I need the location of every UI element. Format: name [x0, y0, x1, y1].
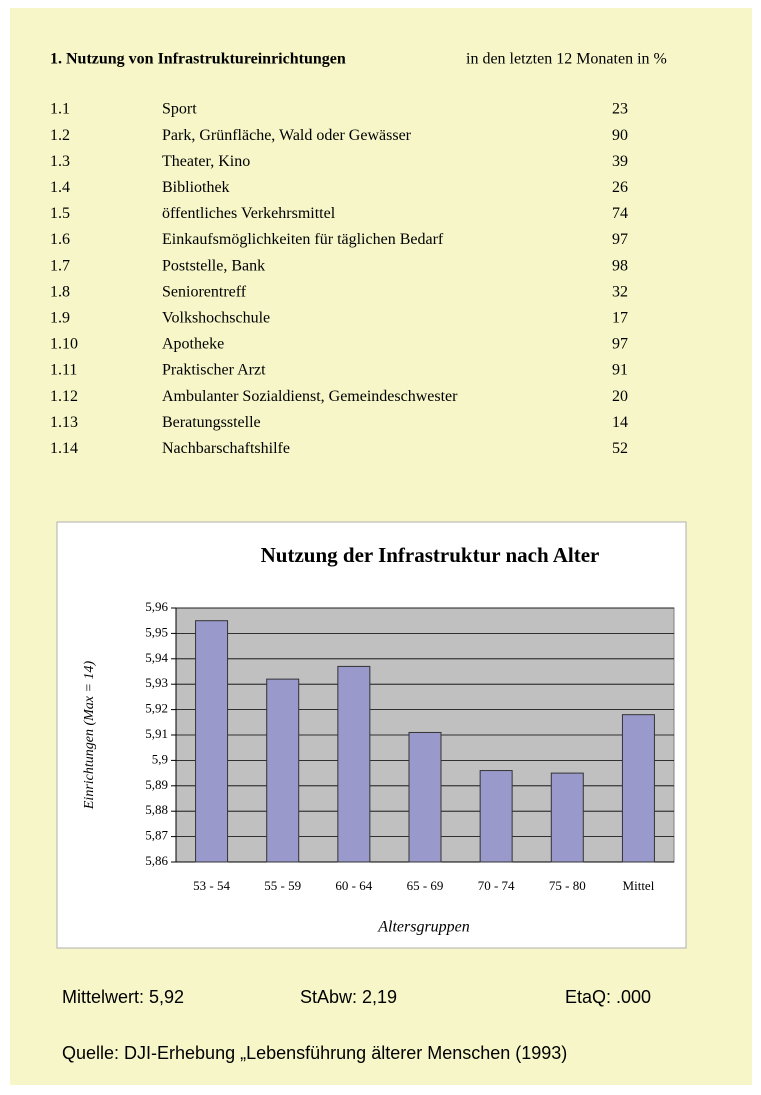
row-label: Volkshochschule: [162, 309, 270, 326]
row-number: 1.6: [50, 231, 70, 248]
row-number: 1.5: [50, 205, 70, 222]
y-tick-label: 5,88: [145, 802, 168, 817]
y-tick-label: 5,91: [145, 726, 168, 741]
bar: [408, 731, 442, 863]
row-value: 39: [612, 153, 628, 170]
row-number: 1.1: [50, 101, 70, 118]
row-number: 1.10: [50, 336, 78, 353]
row-number: 1.13: [50, 414, 78, 431]
row-label: Praktischer Arzt: [162, 362, 266, 379]
y-tick-label: 5,92: [145, 701, 168, 716]
mean: Mittelwert: 5,92: [62, 987, 184, 1007]
row-number: 1.12: [50, 388, 78, 405]
section-subtitle: in den letzten 12 Monaten in %: [466, 51, 667, 68]
row-number: 1.7: [50, 257, 70, 274]
row-value: 26: [612, 179, 628, 196]
source: Quelle: DJI-Erhebung „Lebensführung älte…: [62, 1043, 567, 1063]
y-tick-label: 5,87: [145, 828, 168, 843]
bar: [621, 714, 655, 863]
y-tick-label: 5,95: [145, 624, 168, 639]
x-axis-title: Altersgruppen: [377, 919, 470, 936]
x-tick-label: 65 - 69: [407, 878, 444, 893]
x-tick-label: 60 - 64: [335, 878, 372, 893]
row-label: Sport: [162, 101, 197, 118]
bar: [479, 770, 513, 863]
y-tick-label: 5,9: [152, 751, 168, 766]
y-tick-label: 5,89: [145, 777, 168, 792]
row-value: 20: [612, 388, 628, 405]
row-label: Einkaufsmöglichkeiten für täglichen Beda…: [162, 231, 444, 248]
row-number: 1.14: [50, 440, 78, 457]
row-label: Apotheke: [162, 336, 224, 353]
row-number: 1.3: [50, 153, 70, 170]
row-number: 1.8: [50, 283, 70, 300]
row-label: öffentliches Verkehrsmittel: [162, 205, 336, 222]
x-tick-label: 70 - 74: [478, 878, 515, 893]
x-tick-label: 75 - 80: [549, 878, 586, 893]
bar: [550, 772, 584, 863]
row-value: 91: [612, 362, 628, 379]
row-value: 74: [612, 205, 628, 222]
row-number: 1.11: [50, 362, 77, 379]
section-title: 1. Nutzung von Infrastruktureinrichtunge…: [50, 51, 346, 68]
row-number: 1.9: [50, 309, 70, 326]
bar: [266, 678, 300, 863]
row-label: Theater, Kino: [162, 153, 250, 170]
row-label: Ambulanter Sozialdienst, Gemeindeschwest…: [162, 388, 458, 405]
y-tick-label: 5,93: [145, 675, 168, 690]
row-value: 23: [612, 101, 628, 118]
row-label: Park, Grünfläche, Wald oder Gewässer: [162, 127, 412, 144]
row-number: 1.2: [50, 127, 70, 144]
bar: [337, 665, 371, 863]
row-label: Poststelle, Bank: [162, 257, 265, 274]
y-axis-title: Einrichtungen (Max = 14): [82, 661, 97, 811]
row-value: 32: [612, 283, 628, 300]
row-value: 97: [612, 336, 628, 353]
y-tick-label: 5,96: [145, 599, 168, 614]
y-tick-label: 5,86: [145, 853, 168, 868]
eta: EtaQ: .000: [565, 987, 651, 1007]
row-label: Nachbarschaftshilfe: [162, 440, 290, 457]
row-value: 90: [612, 127, 628, 144]
bar: [195, 620, 229, 863]
chart-title: Nutzung der Infrastruktur nach Alter: [261, 543, 600, 567]
y-tick-label: 5,94: [145, 650, 168, 665]
sd: StAbw: 2,19: [300, 987, 397, 1007]
row-value: 98: [612, 257, 628, 274]
row-value: 14: [612, 414, 628, 431]
row-number: 1.4: [50, 179, 70, 196]
x-tick-label: Mittel: [623, 878, 655, 893]
x-tick-label: 53 - 54: [193, 878, 230, 893]
row-label: Beratungsstelle: [162, 414, 261, 431]
row-label: Seniorentreff: [162, 283, 247, 300]
row-value: 52: [612, 440, 628, 457]
row-value: 17: [612, 309, 628, 326]
row-value: 97: [612, 231, 628, 248]
x-tick-label: 55 - 59: [264, 878, 301, 893]
row-label: Bibliothek: [162, 179, 230, 196]
